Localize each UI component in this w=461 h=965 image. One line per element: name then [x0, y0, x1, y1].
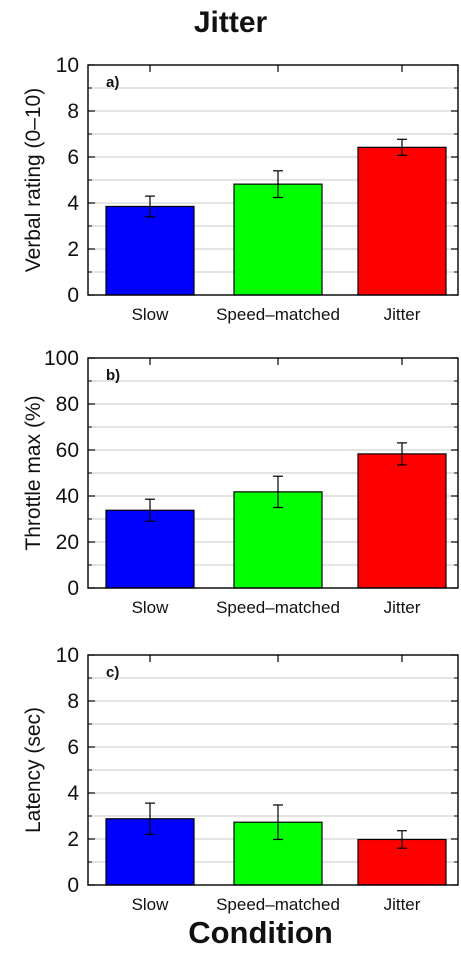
y-tick-label: 2 [67, 828, 79, 851]
panel-label: a) [106, 74, 119, 91]
x-tick-label: Speed–matched [216, 895, 340, 914]
y-tick-label: 100 [44, 347, 79, 370]
x-tick-label: Slow [132, 895, 170, 914]
y-axis-label: Throttle max (%) [22, 395, 45, 550]
x-tick-label: Slow [132, 305, 170, 324]
x-tick-label: Jitter [384, 895, 421, 914]
chart-panel-3: 0 2 4 6 8 10 Slow Speed–matched Jitter c) Latency … [22, 644, 459, 914]
y-tick-label: 20 [56, 531, 79, 554]
y-tick-label: 10 [56, 644, 79, 667]
y-tick-label: 6 [67, 146, 79, 169]
y-axis-label: Verbal rating (0–10) [22, 88, 45, 272]
y-tick-label: 8 [67, 690, 79, 713]
y-tick-label: 0 [67, 284, 79, 307]
y-tick-label: 40 [56, 485, 79, 508]
y-tick-label: 4 [67, 192, 79, 215]
y-tick-label: 0 [67, 874, 79, 897]
bar-3 [357, 146, 447, 296]
x-tick-label: Slow [132, 598, 170, 617]
y-tick-label: 2 [67, 238, 79, 261]
x-tick-label: Speed–matched [216, 598, 340, 617]
bar-2 [233, 183, 323, 296]
bar-1 [105, 509, 195, 589]
x-tick-label: Jitter [384, 598, 421, 617]
y-tick-label: 6 [67, 736, 79, 759]
x-tick-label: Jitter [384, 305, 421, 324]
x-axis-title: Condition [188, 915, 333, 950]
panel-label: c) [106, 664, 119, 681]
chart-panel-1: 0 2 4 6 8 10 Slow Speed–matched Jitter a) Verbal r… [22, 54, 459, 324]
bar-1 [105, 205, 195, 296]
x-tick-label: Speed–matched [216, 305, 340, 324]
y-tick-label: 60 [56, 439, 79, 462]
y-axis-label: Latency (sec) [22, 707, 45, 833]
y-tick-label: 0 [67, 577, 79, 600]
panel-label: b) [106, 367, 120, 384]
y-tick-label: 8 [67, 100, 79, 123]
bar-3 [357, 453, 447, 589]
figure-title: Jitter [193, 6, 268, 39]
chart-panel-2: 0 20 40 60 80 100 Slow Speed–matched Jitter b) Thr… [22, 347, 459, 617]
y-tick-label: 4 [67, 782, 79, 805]
y-tick-label: 10 [56, 54, 79, 77]
y-tick-label: 80 [56, 393, 79, 416]
